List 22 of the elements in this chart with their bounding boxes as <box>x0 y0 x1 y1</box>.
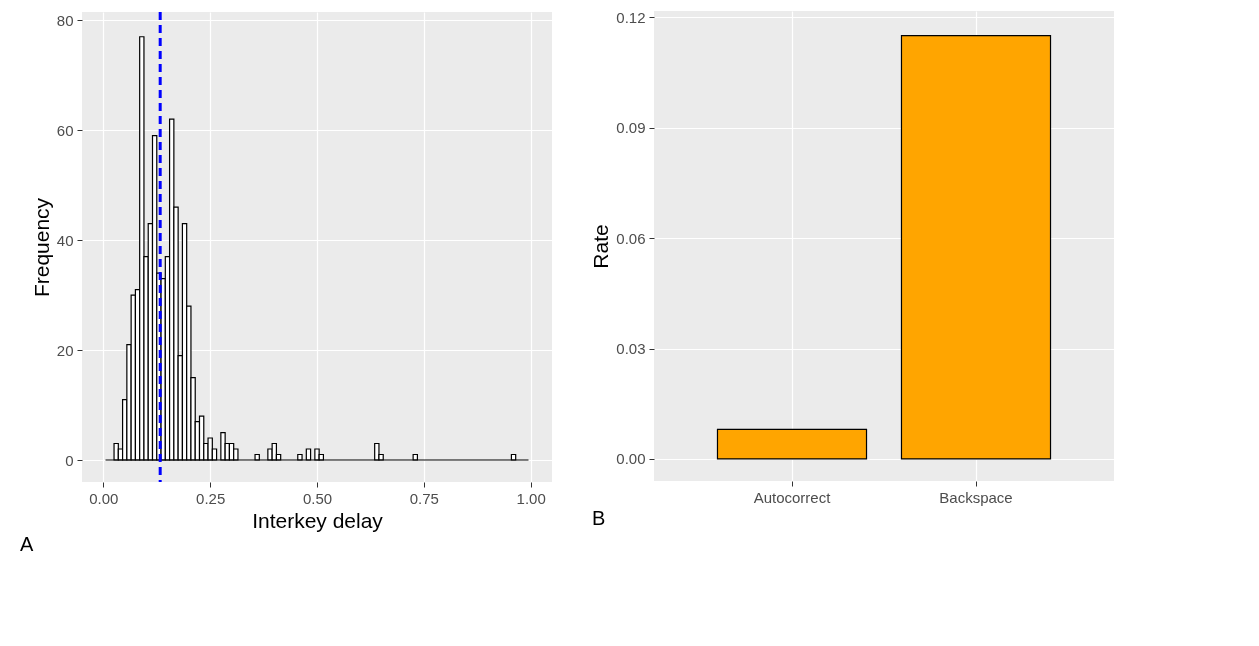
x-tick-label: 0.50 <box>302 489 333 507</box>
y-axis-title: Frequency <box>29 197 53 298</box>
x-tick-label: 0.25 <box>196 489 226 507</box>
text: A <box>20 533 34 555</box>
x-tick-label: Autocorrect <box>753 488 832 506</box>
y-axis-title: Rate <box>589 224 613 269</box>
y-tick-label: 0.06 <box>616 229 646 247</box>
x-tick-label: 0.00 <box>89 489 119 507</box>
y-tick-label: 0.12 <box>616 8 646 26</box>
x-axis-title: Interkey delay <box>252 508 384 532</box>
y-tick-label: 60 <box>56 121 74 139</box>
y-tick-label: 0.09 <box>616 119 646 137</box>
y-tick-label: 0.00 <box>616 450 646 468</box>
y-tick-label: 0.03 <box>616 340 646 357</box>
x-tick-label: Backspace <box>939 488 1013 506</box>
y-tick-label: 20 <box>56 341 74 359</box>
x-tick-label: 0.75 <box>409 489 439 507</box>
y-tick-label: 80 <box>56 11 74 29</box>
x-tick-label: 1.00 <box>516 489 546 507</box>
text: B <box>592 507 606 529</box>
y-tick-label: 0 <box>65 451 74 469</box>
y-tick-label: 40 <box>56 231 74 249</box>
